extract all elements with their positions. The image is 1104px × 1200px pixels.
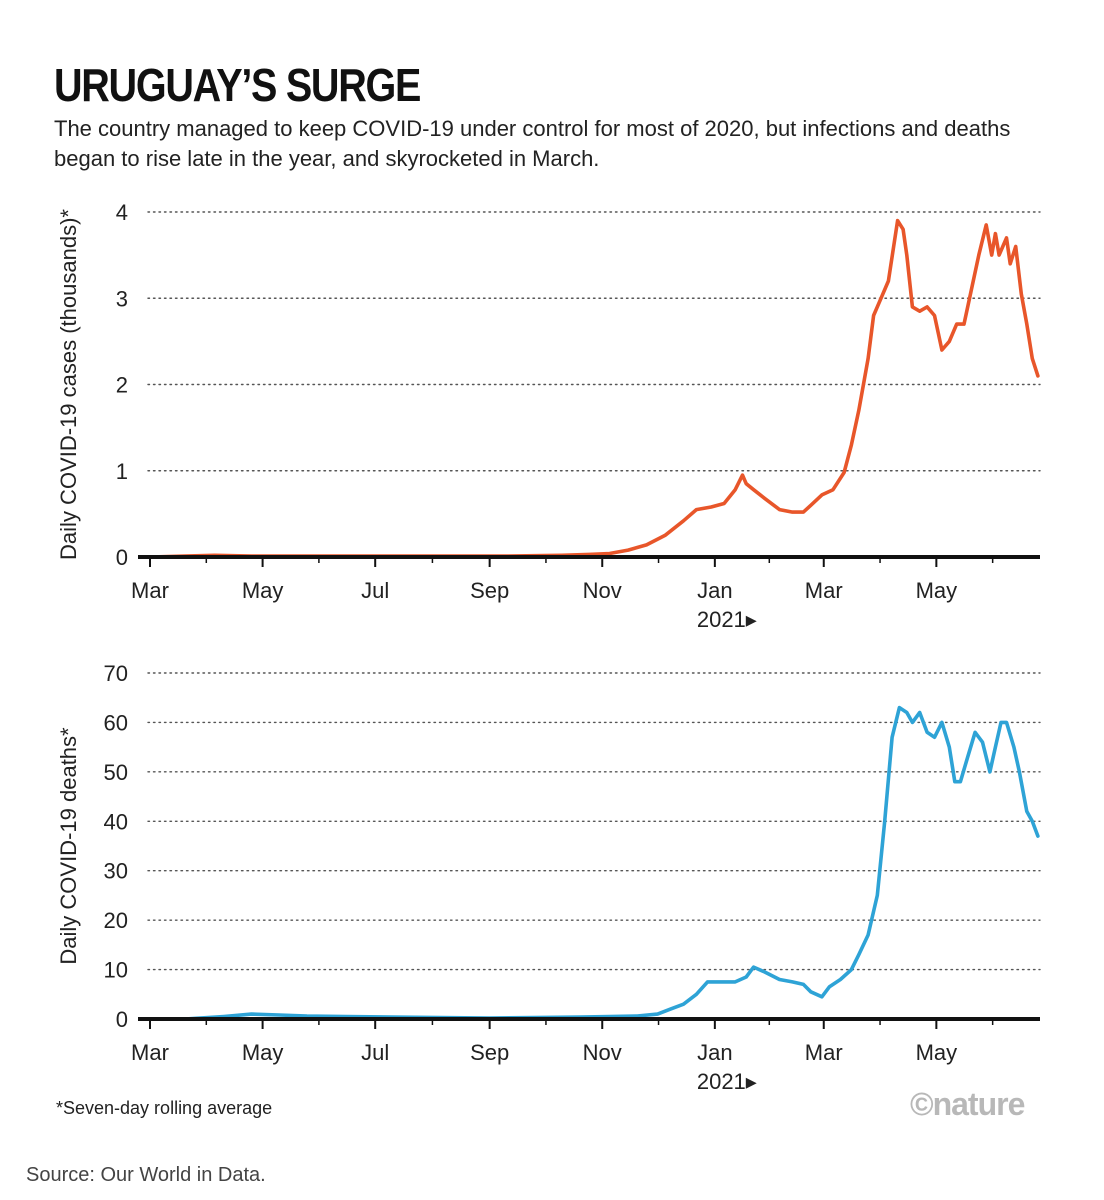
source-note: Source: Our World in Data. [26,1164,266,1186]
x-tick-label: Jul [361,578,389,603]
x-tick-label: Sep [470,578,509,603]
y-tick-label: 1 [116,459,128,484]
x-tick-label: Nov [583,1040,622,1065]
deaths-series-line [148,705,1040,1021]
x-tick-label: Mar [805,578,843,603]
x-tick-label: Mar [805,1040,843,1065]
x-tick-label: Mar [131,1040,169,1065]
y-tick-label: 0 [116,1007,128,1032]
year-marker: 2021▸ [697,607,757,632]
y-tick-label: 40 [104,809,128,834]
y-tick-label: 30 [104,859,128,884]
x-tick-label: Jul [361,1040,389,1065]
y-axis-title: Daily COVID-19 cases (thousands)* [56,209,81,560]
y-tick-label: 10 [104,958,128,983]
y-tick-label: 60 [104,710,128,735]
chart-subtitle: The country managed to keep COVID-19 und… [54,116,1011,171]
x-tick-label: Jan [697,578,732,603]
cases-series-line [148,218,1040,559]
x-tick-label: Mar [131,578,169,603]
x-tick-label: May [916,578,958,603]
y-tick-label: 70 [104,661,128,686]
x-tick-label: May [916,1040,958,1065]
x-tick-label: Nov [583,578,622,603]
y-tick-label: 2 [116,373,128,398]
chart-title: URUGUAY’S SURGE [54,59,421,111]
deaths-chart: 0 10 20 30 40 50 60 70 Mar May Jul Sep Nov Jan Mar May 2… [56,661,1041,1094]
y-tick-label: 0 [116,545,128,570]
x-tick-label: Jan [697,1040,732,1065]
y-tick-label: 3 [116,286,128,311]
cases-chart: 0 1 2 3 4 Mar May Jul Sep Nov Jan Mar May 2021▸ Daily … [56,200,1041,632]
y-tick-label: 50 [104,760,128,785]
y-tick-label: 20 [104,908,128,933]
footnote: *Seven-day rolling average [56,1098,273,1118]
x-tick-label: May [242,1040,284,1065]
nature-logo: ©nature [910,1086,1025,1122]
y-tick-label: 4 [116,200,128,225]
year-marker: 2021▸ [697,1069,757,1094]
y-axis-title: Daily COVID-19 deaths* [56,727,81,965]
x-tick-label: May [242,578,284,603]
x-tick-label: Sep [470,1040,509,1065]
